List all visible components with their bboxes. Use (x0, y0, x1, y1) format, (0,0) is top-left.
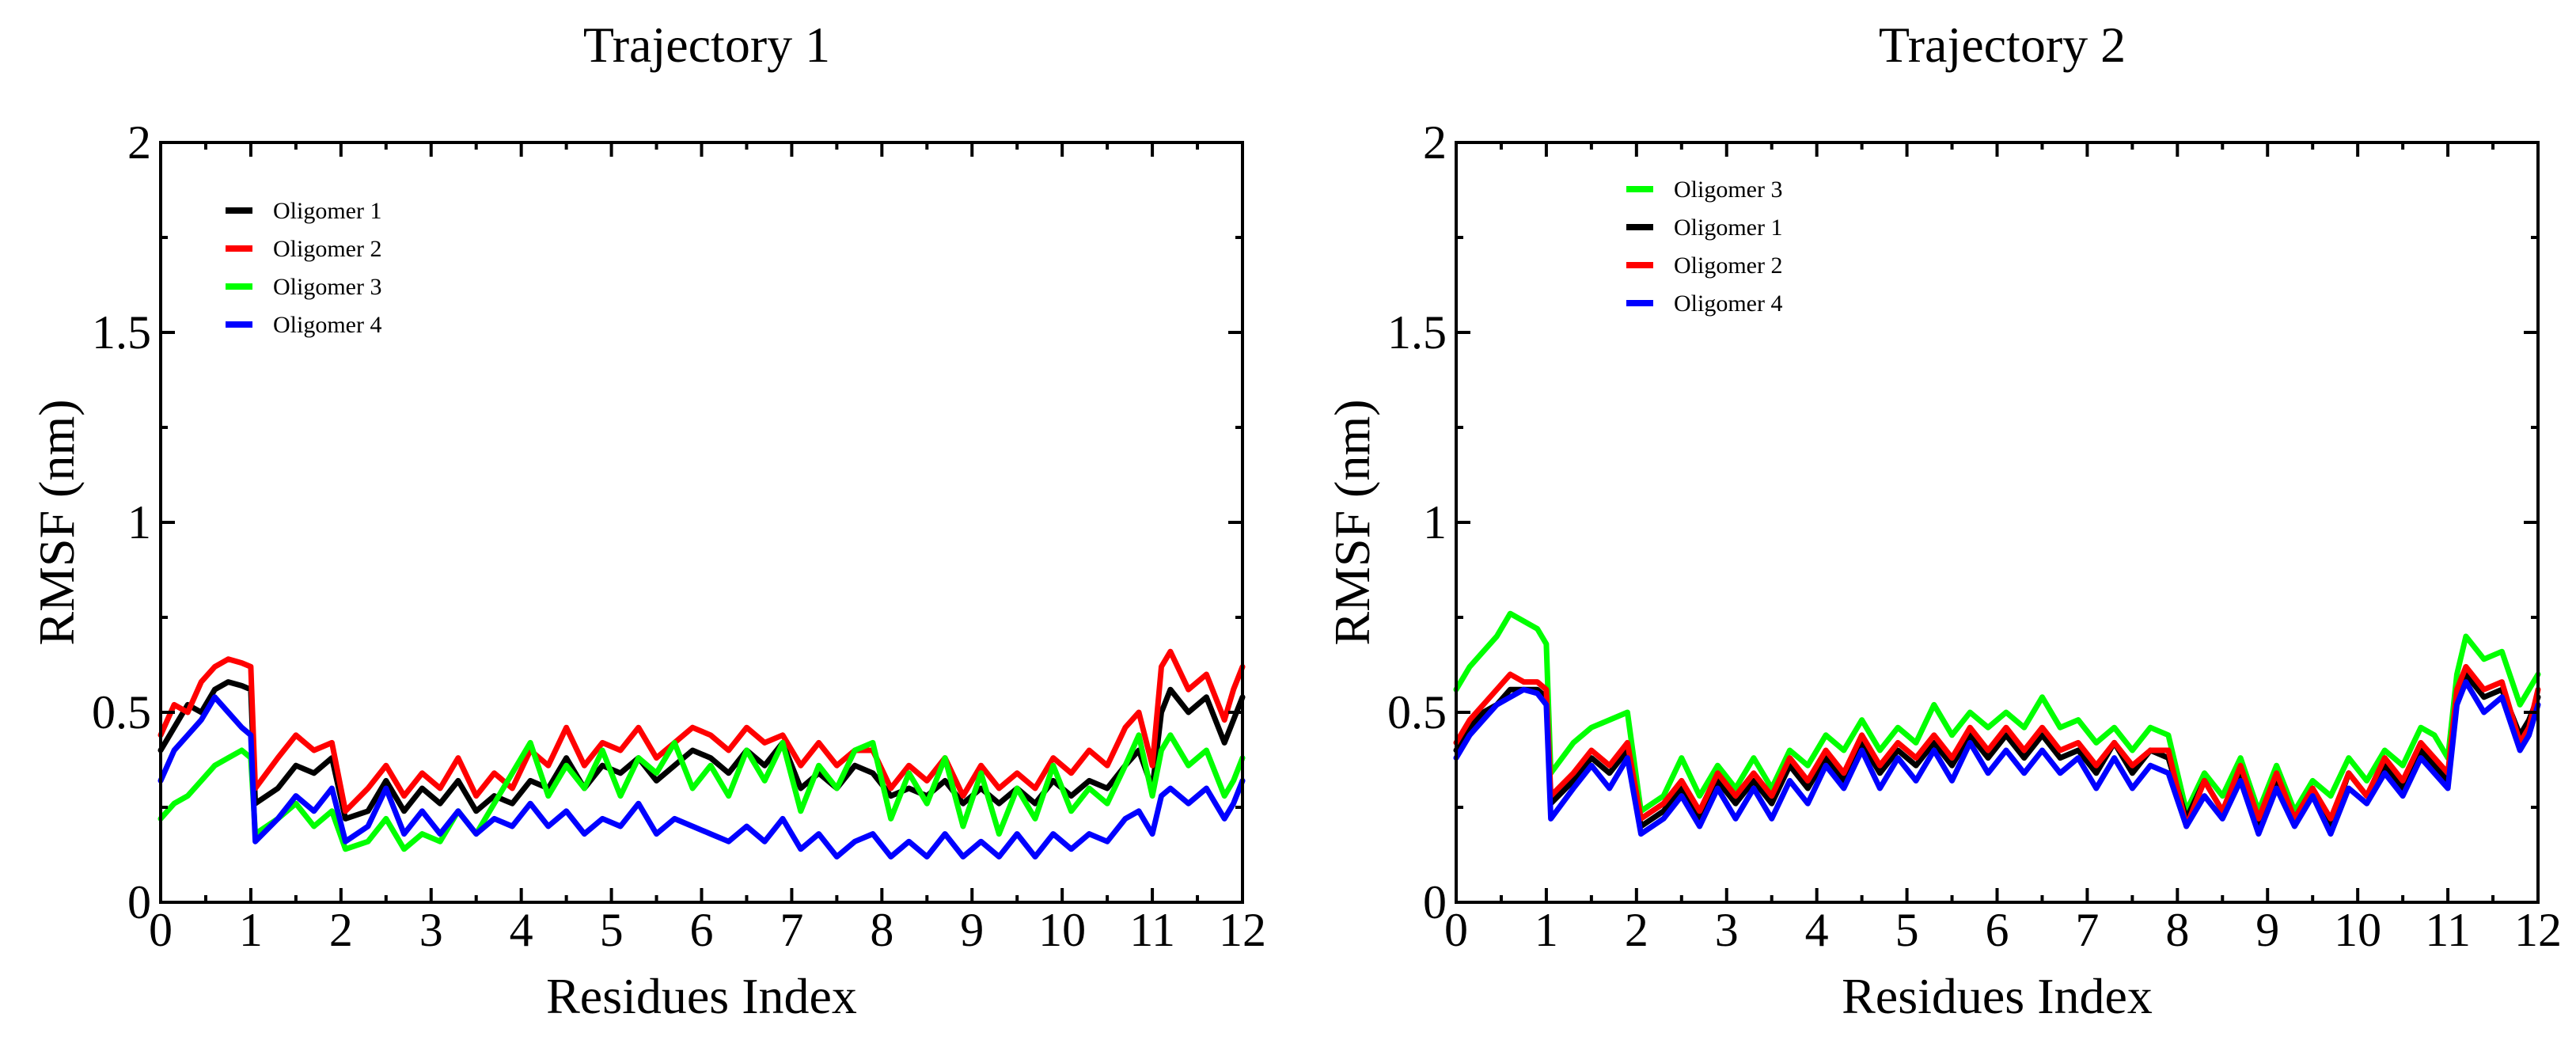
x-tick-label: 11 (2425, 904, 2471, 956)
series-line-oligomer-4 (157, 694, 1246, 860)
y-tick-label: 0 (127, 876, 151, 928)
x-tick-label: 5 (1895, 904, 1919, 956)
series-line-oligomer-4 (1453, 679, 2541, 837)
legend-label: Oligomer 4 (1674, 290, 1782, 317)
x-tick-label: 12 (1219, 904, 1266, 956)
x-tick-label: 11 (1129, 904, 1175, 956)
y-tick-label: 1.5 (1387, 306, 1447, 359)
series-line-oligomer-1 (1453, 671, 2541, 829)
x-tick-label: 1 (239, 904, 263, 956)
x-tick-label: 2 (1625, 904, 1648, 956)
chart-title: Trajectory 1 (583, 17, 830, 73)
x-tick-label: 8 (2165, 904, 2189, 956)
y-tick-label: 1.5 (92, 306, 151, 359)
legend-label: Oligomer 4 (273, 312, 381, 338)
legend-label: Oligomer 3 (1674, 176, 1782, 203)
legend-label: Oligomer 2 (273, 236, 381, 262)
x-tick-label: 5 (600, 904, 624, 956)
series-line-oligomer-3 (1453, 610, 2541, 814)
x-tick-label: 0 (1444, 904, 1468, 956)
x-tick-label: 10 (1038, 904, 1086, 956)
x-tick-label: 3 (1715, 904, 1739, 956)
y-tick-label: 2 (127, 116, 151, 169)
chart-trajectory-1: Trajectory 10 1 2 3 4 5 6 7 8 9 10 11 1200.511.52Res… (28, 17, 1266, 1024)
legend: Oligomer 3 Oligomer 1 Oligomer 2 Oligomer 4 (1626, 176, 1782, 317)
series-line-oligomer-3 (157, 732, 1246, 852)
x-tick-label: 7 (780, 904, 803, 956)
x-tick-label: 10 (2334, 904, 2381, 956)
x-tick-label: 6 (1986, 904, 2009, 956)
x-tick-label: 1 (1535, 904, 1558, 956)
legend-label: Oligomer 2 (1674, 252, 1782, 279)
legend-label: Oligomer 1 (273, 198, 381, 224)
series-line-oligomer-2 (157, 648, 1246, 814)
legend: Oligomer 1 Oligomer 2 Oligomer 3 Oligomer 4 (226, 198, 381, 338)
x-tick-label: 12 (2514, 904, 2562, 956)
y-tick-label: 0 (1423, 876, 1447, 928)
y-tick-label: 2 (1423, 116, 1447, 169)
legend-label: Oligomer 1 (1674, 214, 1782, 241)
x-tick-label: 9 (2255, 904, 2279, 956)
y-tick-label: 1 (127, 496, 151, 548)
x-tick-label: 7 (2075, 904, 2099, 956)
legend-label: Oligomer 3 (273, 274, 381, 300)
x-axis-label: Residues Index (1842, 968, 2153, 1024)
y-tick-label: 1 (1423, 496, 1447, 548)
chart-trajectory-2: Trajectory 20 1 2 3 4 5 6 7 8 9 10 11 1200.511.52Res… (1324, 17, 2562, 1024)
y-axis-label: RMSF (nm) (28, 399, 85, 645)
x-tick-label: 4 (510, 904, 533, 956)
series-line-oligomer-1 (157, 679, 1246, 822)
y-tick-label: 0.5 (92, 686, 151, 738)
x-tick-label: 6 (690, 904, 714, 956)
x-tick-label: 4 (1805, 904, 1829, 956)
series-line-oligomer-2 (1453, 663, 2541, 829)
chart-title: Trajectory 2 (1879, 17, 2126, 73)
y-tick-label: 0.5 (1387, 686, 1447, 738)
x-axis-label: Residues Index (546, 968, 857, 1024)
x-tick-label: 3 (419, 904, 443, 956)
x-tick-label: 8 (870, 904, 893, 956)
x-tick-label: 0 (149, 904, 173, 956)
x-tick-label: 2 (329, 904, 353, 956)
x-tick-label: 9 (960, 904, 984, 956)
y-axis-label: RMSF (nm) (1324, 399, 1380, 645)
